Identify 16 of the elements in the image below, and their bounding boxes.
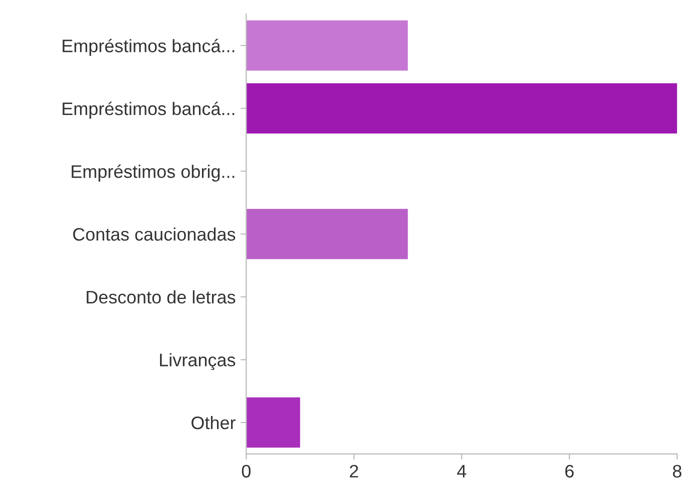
y-tick-label: Contas caucionadas xyxy=(73,227,236,241)
x-tick-label: 8 xyxy=(672,464,682,478)
y-tick-label: Empréstimos obrig... xyxy=(72,164,234,182)
y-tick-label: Desconto de letras xyxy=(86,290,236,304)
x-tick-label: 2 xyxy=(350,464,358,478)
bar xyxy=(246,83,678,134)
x-tick-label: 0 xyxy=(242,464,251,478)
x-tick-label: 4 xyxy=(457,465,466,478)
y-tick-label: Empréstimos bancá... xyxy=(62,38,234,56)
y-tick-label: Livranças xyxy=(160,353,236,370)
y-tick-label: Empréstimos bancá... xyxy=(62,102,234,119)
bar xyxy=(246,208,408,260)
x-tick-label: 6 xyxy=(565,464,574,478)
bar xyxy=(246,397,300,448)
bar xyxy=(246,20,408,71)
y-tick-label: Other xyxy=(192,416,236,430)
